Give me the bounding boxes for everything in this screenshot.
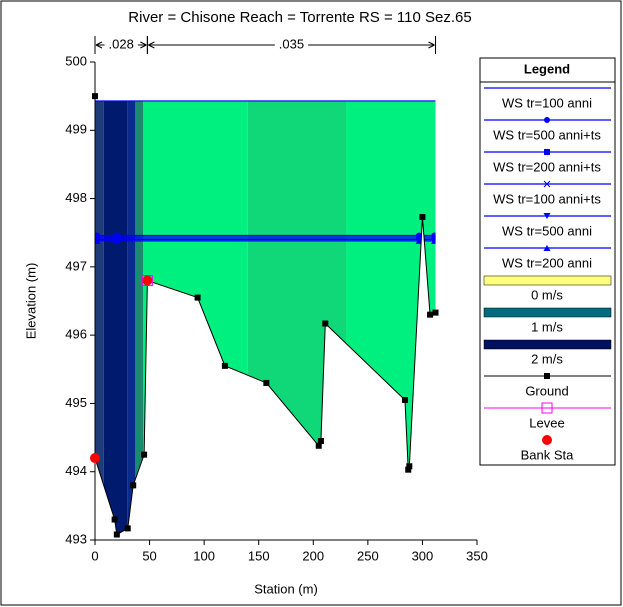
legend-swatch <box>544 373 550 379</box>
legend-title: Legend <box>524 61 570 76</box>
y-tick-label: 498 <box>65 190 87 205</box>
ground-point <box>322 320 329 327</box>
legend-swatch <box>541 402 553 414</box>
y-tick-label: 493 <box>65 531 87 546</box>
ground-point <box>111 516 118 523</box>
manning-arrow <box>95 41 147 49</box>
marker <box>544 149 550 155</box>
y-tick-label: 495 <box>65 395 87 410</box>
ground-point <box>405 466 412 473</box>
x-tick-label: 50 <box>142 548 156 563</box>
marker <box>544 117 550 123</box>
velocity-band <box>95 100 104 535</box>
velocity-band <box>247 100 347 535</box>
legend-swatch <box>483 339 612 350</box>
x-tick-label: 200 <box>302 548 324 563</box>
legend-label: 1 m/s <box>531 319 563 334</box>
legend-label: WS tr=500 anni <box>502 223 592 238</box>
ground-point <box>92 93 98 100</box>
manning-label: .028 <box>109 36 134 51</box>
ground-point <box>194 294 201 301</box>
y-tick-label: 499 <box>65 122 87 137</box>
y-tick-label: 497 <box>65 258 87 273</box>
legend-label: 2 m/s <box>531 351 563 366</box>
chart-title: River = Chisone Reach = Torrente RS = 11… <box>128 9 471 26</box>
ground-point <box>263 379 270 386</box>
ground-point <box>317 437 324 444</box>
x-tick-label: 350 <box>466 548 488 563</box>
bank-station <box>142 275 153 286</box>
manning-label: .035 <box>279 36 304 51</box>
legend-swatch <box>542 435 552 445</box>
velocity-band <box>346 100 436 535</box>
manning-arrow <box>148 41 435 49</box>
marker <box>543 180 551 188</box>
x-tick-label: 0 <box>91 548 98 563</box>
velocity-band <box>103 100 128 535</box>
legend-label: WS tr=200 anni+ts <box>493 159 601 174</box>
ground-point <box>432 309 439 316</box>
marker <box>543 245 551 251</box>
legend-label: WS tr=100 anni <box>502 95 592 110</box>
ground-point <box>419 214 426 221</box>
marker <box>432 237 436 244</box>
legend-box <box>479 57 616 466</box>
y-axis-label: Elevation (m) <box>23 263 38 340</box>
ground-point <box>141 451 148 458</box>
ground-point <box>401 397 408 404</box>
y-tick-label: 496 <box>65 327 87 342</box>
ground-point <box>113 531 120 538</box>
ground-point <box>406 463 413 470</box>
marker <box>432 236 436 243</box>
ground-point <box>221 362 228 369</box>
marker <box>543 213 551 219</box>
y-tick-label: 494 <box>65 463 87 478</box>
x-tick-label: 100 <box>193 548 215 563</box>
velocity-band <box>143 100 248 535</box>
legend-label: 0 m/s <box>531 287 563 302</box>
ground-point <box>315 442 322 449</box>
legend-label: WS tr=100 anni+ts <box>493 191 601 206</box>
legend-label: Levee <box>529 415 564 430</box>
water-area <box>95 100 436 535</box>
x-axis-label: Station (m) <box>254 581 318 596</box>
legend-swatch <box>483 307 612 318</box>
ground-point <box>130 482 137 489</box>
x-tick-label: 300 <box>412 548 434 563</box>
legend-label: Bank Sta <box>521 447 575 462</box>
x-tick-label: 150 <box>248 548 270 563</box>
legend-label: WS tr=500 anni+ts <box>493 127 601 142</box>
legend-label: WS tr=200 anni <box>502 255 592 270</box>
velocity-band <box>127 100 136 535</box>
marker <box>113 237 121 244</box>
x-tick-label: 250 <box>357 548 379 563</box>
ground-point <box>124 525 131 532</box>
legend-label: Ground <box>525 383 568 398</box>
velocity-band <box>135 100 144 535</box>
bank-station <box>90 453 100 464</box>
y-tick-label: 500 <box>65 53 87 68</box>
legend-swatch <box>483 275 612 286</box>
ground-point <box>427 311 434 318</box>
